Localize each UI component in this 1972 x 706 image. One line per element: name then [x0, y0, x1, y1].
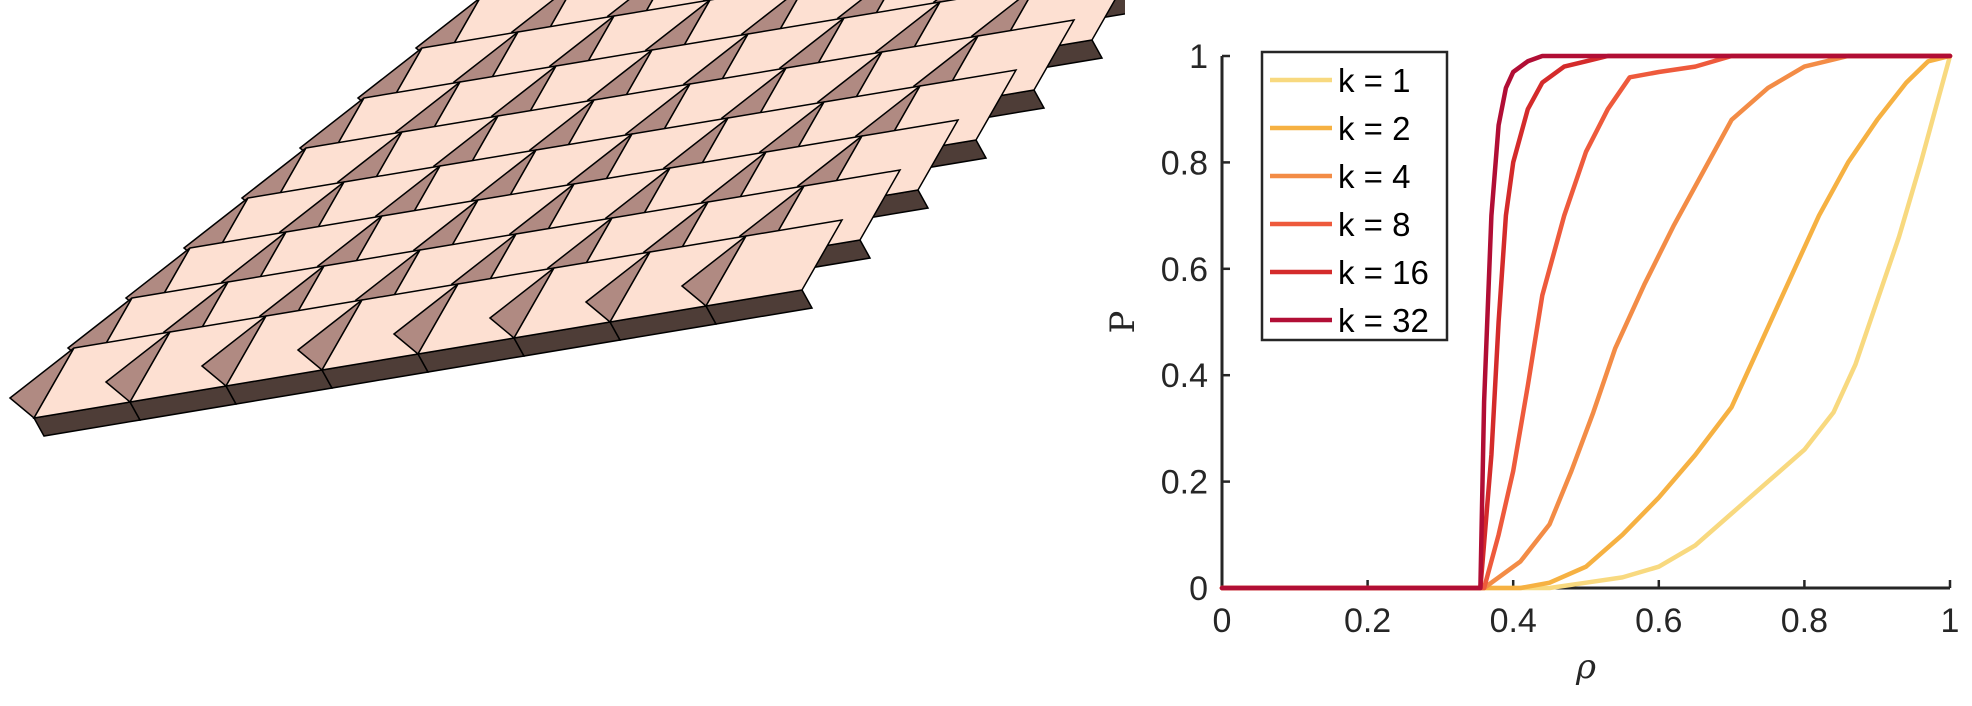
y-tick-label: 0	[1189, 570, 1208, 608]
x-tick-label: 0.2	[1344, 602, 1391, 640]
legend-label: k = 8	[1338, 206, 1410, 243]
legend-box	[1260, 50, 1449, 342]
origami-fold-pattern	[8, 0, 1125, 437]
legend-label: k = 1	[1338, 62, 1410, 99]
legend-label: k = 4	[1338, 158, 1410, 195]
x-tick-label: 0.8	[1781, 602, 1828, 640]
x-tick-label: 0	[1213, 602, 1232, 640]
series-line-6	[1219, 53, 1953, 591]
x-tick-label: 0.4	[1490, 602, 1537, 640]
ticks: 0 0.2 0.4 0.6 0.8 1 0 0.2 0.4 0.6 0.8 1	[1161, 38, 1960, 640]
y-axis-title: P	[1103, 311, 1143, 334]
y-tick-label: 1	[1189, 38, 1208, 76]
y-tick-label: 0.8	[1161, 144, 1208, 182]
y-tick-label: 0.2	[1161, 464, 1208, 502]
fold-light-face	[704, 219, 844, 307]
legend-label: k = 2	[1338, 110, 1410, 147]
x-tick-label: 1	[1941, 602, 1960, 640]
y-tick-label: 0.4	[1161, 357, 1208, 395]
series-line-1	[1219, 53, 1953, 591]
series-line-5	[1219, 53, 1953, 591]
series-line-3	[1219, 53, 1953, 591]
legend-label: k = 16	[1338, 254, 1429, 291]
series-line-4	[1219, 53, 1953, 591]
legend: k = 1 k = 2 k = 4 k = 8 k = 16 k = 32	[1260, 50, 1449, 342]
legend-label: k = 32	[1338, 302, 1429, 339]
x-axis-title: ρ	[1575, 647, 1596, 687]
series-line-2	[1219, 53, 1953, 591]
x-tick-label: 0.6	[1635, 602, 1682, 640]
series-lines	[1219, 53, 1953, 591]
y-tick-label: 0.6	[1161, 251, 1208, 289]
